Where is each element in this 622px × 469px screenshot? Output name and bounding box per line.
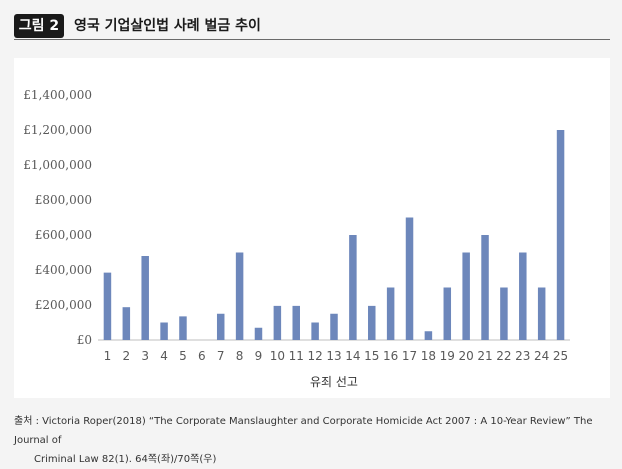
bar-5	[179, 316, 187, 341]
bar-15	[368, 305, 376, 341]
x-tick-label: 8	[236, 349, 244, 363]
figure-badge: 그림 2	[14, 14, 64, 38]
y-tick-label: £1,400,000	[23, 88, 92, 102]
x-tick-label: 3	[141, 349, 149, 363]
y-tick-label: £800,000	[35, 193, 92, 207]
x-tick-label: 10	[270, 349, 285, 363]
bar-25	[556, 130, 565, 340]
x-tick-label: 20	[459, 349, 474, 363]
bar-4	[160, 322, 168, 340]
x-tick-label: 5	[179, 349, 187, 363]
bar-11	[292, 305, 300, 341]
bar-18	[424, 331, 433, 340]
x-tick-label: 25	[553, 349, 568, 363]
bar-24	[537, 287, 546, 340]
bar-13	[330, 313, 338, 340]
bar-1	[103, 272, 112, 341]
x-tick-label: 21	[477, 349, 492, 363]
bar-21	[481, 235, 489, 340]
bar-22	[500, 287, 508, 340]
bar-2	[122, 307, 131, 340]
figure-header: 그림 2 영국 기업살인법 사례 벌금 추이	[14, 14, 610, 40]
bar-3	[141, 256, 149, 340]
source-line-1: 출처 : Victoria Roper(2018) “The Corporate…	[14, 416, 593, 446]
figure-title: 영국 기업살인법 사례 벌금 추이	[74, 18, 261, 34]
bar-8	[235, 252, 244, 340]
x-tick-label: 2	[122, 349, 130, 363]
x-tick-label: 22	[496, 349, 511, 363]
y-tick-label: £1,000,000	[23, 158, 92, 172]
x-tick-label: 12	[307, 349, 322, 363]
x-tick-label: 11	[289, 349, 304, 363]
bar-12	[311, 322, 319, 340]
source-line-2: Criminal Law 82(1). 64쪽(좌)/70쪽(우)	[34, 454, 217, 465]
y-tick-label: £1,200,000	[23, 123, 92, 137]
bar-14	[349, 235, 357, 340]
x-tick-label: 19	[440, 349, 455, 363]
header-divider	[14, 39, 610, 40]
chart-panel: £0 £200,000 £400,000 £600,000 £800,000 £1,000…	[14, 58, 610, 398]
bar-chart: £0 £200,000 £400,000 £600,000 £800,000 £1,000…	[23, 88, 570, 389]
x-tick-label: 16	[383, 349, 398, 363]
y-tick-label: £0	[77, 333, 92, 347]
x-tick-label: 9	[255, 349, 263, 363]
x-tick-label: 15	[364, 349, 379, 363]
bar-23	[519, 252, 527, 340]
bar-20	[462, 252, 470, 340]
x-tick-label: 13	[326, 349, 341, 363]
bar-19	[443, 287, 452, 340]
x-tick-label: 1	[104, 349, 112, 363]
x-tick-label: 14	[345, 349, 360, 363]
y-tick-label: £400,000	[35, 263, 92, 277]
source-note: 출처 : Victoria Roper(2018) “The Corporate…	[14, 412, 610, 469]
y-tick-label: £600,000	[35, 228, 92, 242]
x-tick-label: 4	[160, 349, 168, 363]
bar-7	[216, 313, 225, 340]
x-tick-label: 18	[421, 349, 436, 363]
x-tick-label: 7	[217, 349, 225, 363]
bar-9	[254, 327, 263, 340]
x-tick-label: 6	[198, 349, 206, 363]
x-tick-label: 23	[515, 349, 530, 363]
bar-10	[273, 305, 282, 341]
x-tick-label: 24	[534, 349, 549, 363]
x-tick-label: 17	[402, 349, 417, 363]
bar-17	[405, 217, 414, 340]
bar-16	[386, 287, 395, 340]
y-tick-label: £200,000	[35, 298, 92, 312]
x-axis-title: 유죄 선고	[310, 375, 358, 389]
